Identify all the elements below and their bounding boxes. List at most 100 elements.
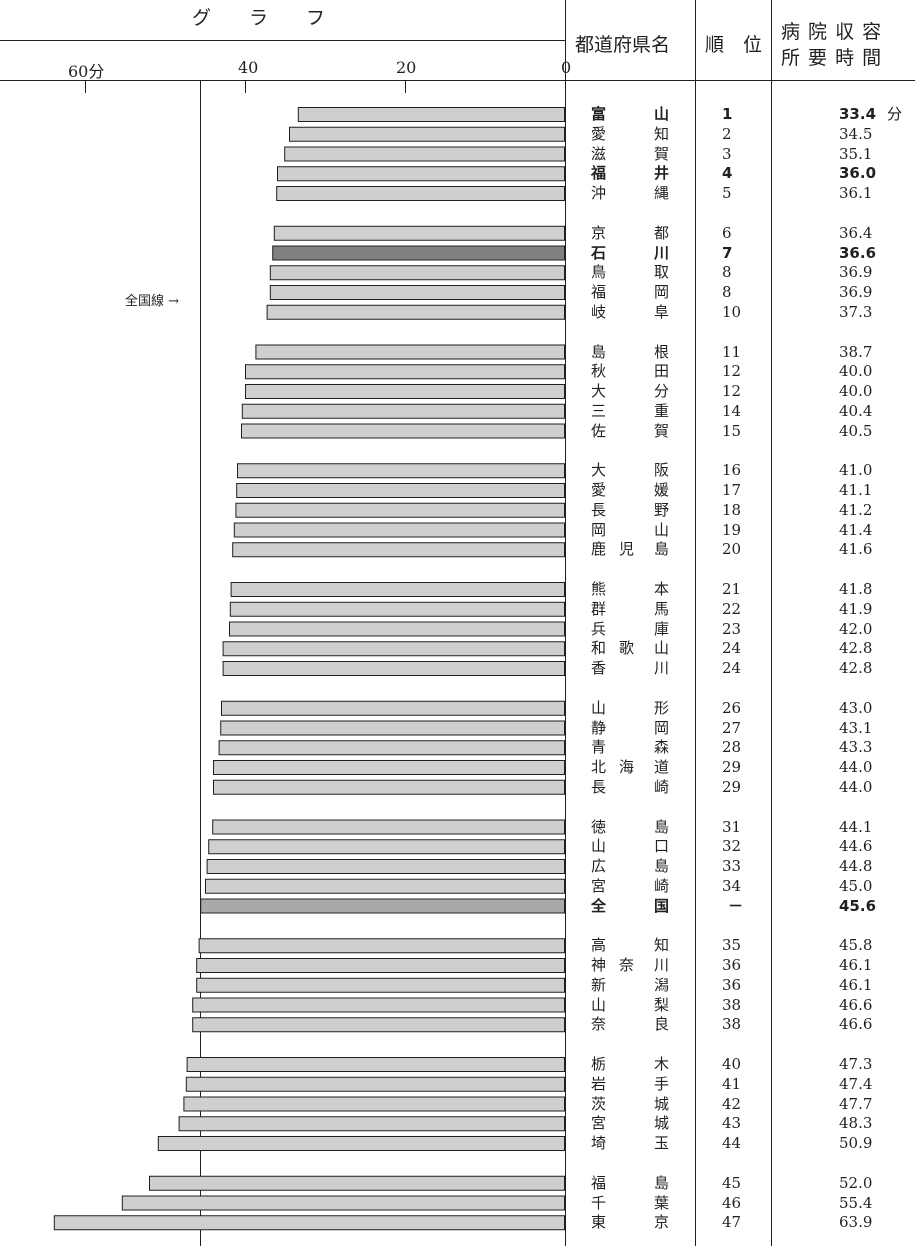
rank-value: 21 (722, 580, 742, 598)
prefecture-name-char: 静 (591, 718, 607, 737)
prefecture-name-char: 宮 (591, 876, 607, 895)
bar (205, 878, 565, 894)
prefecture-name-char: 都 (654, 223, 670, 242)
time-value: 36.0 (839, 164, 877, 183)
prefecture-name-char: 児 (619, 540, 635, 559)
tick-label-60: 60分 (68, 62, 105, 81)
prefecture-name-char: 宮 (591, 1114, 607, 1133)
graph-header: グ ラ フ (192, 7, 326, 29)
rank-value: 31 (722, 817, 742, 836)
bar (241, 403, 566, 419)
prefecture-name-char: 奈 (591, 1015, 607, 1034)
prefecture-name-char: 城 (654, 1114, 670, 1133)
time-value: 36.1 (839, 184, 873, 202)
bar (186, 1057, 565, 1072)
prefecture-name-char: 茨 (591, 1094, 607, 1113)
prefecture-name-char: 鹿 (591, 540, 607, 559)
rank-value: 29 (722, 777, 742, 796)
prefecture-name-char: 大 (591, 461, 607, 480)
prefecture-name-char: 崎 (654, 777, 670, 796)
prefecture-name-char: 大 (591, 382, 607, 400)
prefecture-name-char: 根 (654, 342, 670, 361)
bar (121, 1195, 566, 1211)
bar (245, 364, 565, 380)
prefecture-name-char: 京 (591, 223, 607, 242)
prefecture-name-char: 滋 (591, 144, 607, 163)
prefecture-name-char: 縄 (654, 184, 670, 202)
bar (241, 423, 565, 439)
bar (276, 186, 565, 201)
prefecture-name-char: 長 (591, 500, 607, 519)
bar (221, 700, 565, 716)
prefecture-name-char: 森 (654, 738, 670, 757)
prefecture-name-char: 佐 (591, 421, 607, 440)
prefecture-name-char: 山 (654, 105, 670, 123)
rank-value: 38 (722, 995, 742, 1014)
prefecture-name-char: 城 (654, 1094, 670, 1113)
prefecture-name-char: 奈 (619, 956, 635, 974)
time-value: 46.6 (839, 995, 873, 1014)
bar (222, 661, 565, 676)
prefecture-name-char: 神 (591, 956, 607, 974)
rank-value: 28 (722, 738, 742, 757)
rank-value: 17 (722, 481, 742, 499)
time-unit-label: 分 (887, 105, 903, 123)
prefecture-name-char: 福 (591, 1173, 607, 1192)
time-value: 47.7 (839, 1094, 873, 1113)
prefecture-name-char: 山 (591, 837, 607, 856)
prefecture-name-char: 東 (591, 1213, 607, 1232)
rank-value: 18 (722, 500, 742, 519)
bar (196, 977, 565, 993)
rank-value: 12 (722, 362, 742, 381)
rank-value: 22 (722, 599, 742, 618)
time-value: 35.1 (839, 144, 873, 163)
rank-value: 35 (722, 936, 742, 955)
bar (53, 1215, 566, 1231)
prefecture-name-char: 群 (591, 599, 607, 618)
bar (284, 146, 565, 162)
prefecture-name-char: 梨 (654, 995, 670, 1014)
prefecture-name-char: 手 (654, 1074, 670, 1093)
prefecture-name-char: 広 (591, 857, 607, 875)
time-value: 40.4 (839, 401, 873, 420)
time-value: 43.0 (839, 698, 873, 717)
prefecture-name-char: 国 (654, 896, 670, 915)
rank-value: 47 (722, 1213, 742, 1232)
rank-header: 順 位 (705, 34, 763, 56)
prefecture-name-char: 川 (654, 659, 670, 677)
bar (149, 1175, 565, 1191)
prefecture-name-char: 口 (654, 837, 670, 856)
time-value: 45.0 (839, 876, 873, 895)
bar (220, 720, 565, 736)
bar (208, 839, 565, 855)
prefecture-name-char: 川 (654, 956, 670, 974)
time-value: 55.4 (839, 1193, 873, 1212)
time-value: 36.9 (839, 263, 873, 282)
rank-value: 6 (722, 223, 732, 242)
bar (213, 779, 565, 795)
rank-value: － (728, 896, 744, 915)
time-value: 45.8 (839, 936, 873, 955)
rank-value: 27 (722, 718, 742, 737)
prefecture-name-char: 庫 (654, 619, 670, 638)
prefecture-name-char: 和 (591, 639, 607, 658)
prefecture-name-char: 栃 (591, 1055, 607, 1073)
rank-value: 2 (722, 124, 732, 143)
rank-value: 24 (722, 639, 742, 658)
time-value: 36.4 (839, 223, 873, 242)
prefecture-name-char: 知 (654, 936, 670, 955)
time-header-line2: 所 要 時 間 (781, 47, 883, 69)
prefecture-name-char: 岡 (654, 718, 670, 737)
prefecture-name-char: 千 (591, 1193, 607, 1212)
time-value: 40.0 (839, 382, 873, 400)
prefecture-name-char: 岩 (591, 1074, 607, 1093)
national-line-label: 全国線 → (125, 294, 180, 309)
prefecture-name-char: 富 (591, 105, 607, 123)
rank-value: 20 (722, 540, 742, 559)
prefecture-header: 都道府県名 (575, 34, 671, 56)
bar (255, 344, 565, 360)
bar (236, 483, 565, 498)
prefecture-name-char: 岐 (591, 302, 607, 321)
time-value: 46.1 (839, 956, 873, 974)
prefecture-name-char: 潟 (654, 975, 670, 994)
